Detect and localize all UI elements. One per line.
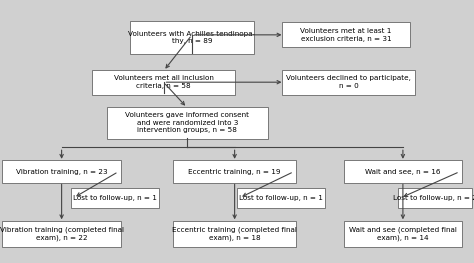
FancyBboxPatch shape <box>107 107 268 139</box>
FancyBboxPatch shape <box>173 221 296 247</box>
Text: Vibration training, n = 23: Vibration training, n = 23 <box>16 169 108 175</box>
FancyBboxPatch shape <box>237 188 325 208</box>
FancyBboxPatch shape <box>398 188 472 208</box>
FancyBboxPatch shape <box>2 221 121 247</box>
Text: Volunteers gave informed consent
and were randomized into 3
intervention groups,: Volunteers gave informed consent and wer… <box>125 113 249 133</box>
FancyBboxPatch shape <box>282 22 410 47</box>
FancyBboxPatch shape <box>344 160 462 183</box>
Text: Wait and see (completed final
exam), n = 14: Wait and see (completed final exam), n =… <box>349 227 457 241</box>
FancyBboxPatch shape <box>130 21 254 54</box>
Text: Vibration training (completed final
exam), n = 22: Vibration training (completed final exam… <box>0 227 124 241</box>
Text: Wait and see, n = 16: Wait and see, n = 16 <box>365 169 441 175</box>
Text: Volunteers declined to participate,
n = 0: Volunteers declined to participate, n = … <box>286 75 411 89</box>
Text: Lost to follow-up, n = 1: Lost to follow-up, n = 1 <box>239 195 323 201</box>
Text: Eccentric training (completed final
exam), n = 18: Eccentric training (completed final exam… <box>172 227 297 241</box>
Text: Lost to follow-up, n = 1: Lost to follow-up, n = 1 <box>73 195 157 201</box>
FancyBboxPatch shape <box>92 70 235 95</box>
Text: Volunteers with Achilles tendinopa-
thy, n = 89: Volunteers with Achilles tendinopa- thy,… <box>128 31 255 44</box>
FancyBboxPatch shape <box>282 70 415 95</box>
FancyBboxPatch shape <box>173 160 296 183</box>
FancyBboxPatch shape <box>344 221 462 247</box>
Text: Volunteers met at least 1
exclusion criteria, n = 31: Volunteers met at least 1 exclusion crit… <box>301 28 392 42</box>
Text: Lost to follow-up, n = 2: Lost to follow-up, n = 2 <box>393 195 474 201</box>
FancyBboxPatch shape <box>71 188 159 208</box>
Text: Volunteers met all inclusion
criteria, n = 58: Volunteers met all inclusion criteria, n… <box>114 75 213 89</box>
Text: Eccentric training, n = 19: Eccentric training, n = 19 <box>188 169 281 175</box>
FancyBboxPatch shape <box>2 160 121 183</box>
